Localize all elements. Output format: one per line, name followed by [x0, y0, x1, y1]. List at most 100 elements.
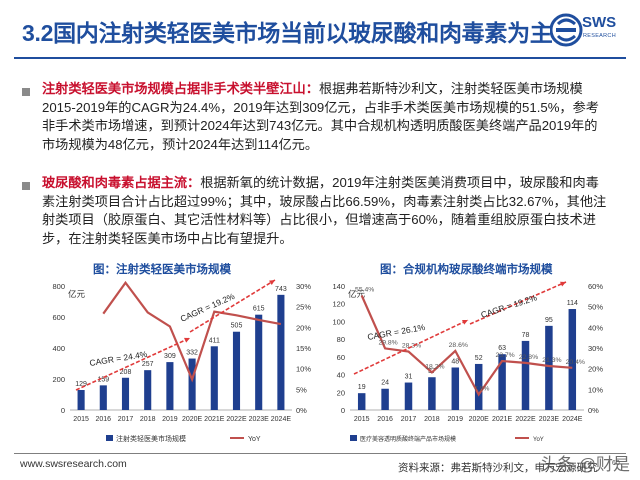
x-tick-label: 2023E — [249, 416, 270, 423]
y-right-tick-label: 5% — [296, 385, 307, 394]
bar-value-label: 114 — [567, 300, 578, 307]
bullet-paragraph-2: 玻尿酸和肉毒素占据主流：根据新氧的统计数据，2019年注射类医美消费项目中，玻尿… — [42, 174, 610, 248]
cagr-arrow-head-icon — [462, 319, 468, 325]
cagr-arrow-line — [189, 279, 276, 333]
yoy-value-label: 7.5% — [474, 386, 490, 393]
y-left-tick-label: 0 — [61, 406, 65, 415]
yoy-value-label: 21.3% — [542, 357, 561, 364]
bar — [404, 382, 413, 410]
yoy-value-label: 23.7% — [495, 352, 514, 359]
bar-value-label: 411 — [209, 337, 220, 344]
logo-text: SWS — [582, 14, 617, 31]
bar-value-label: 52 — [475, 355, 483, 362]
cagr-arrow-head-icon — [560, 281, 566, 287]
footer-divider — [14, 453, 626, 454]
bullet-paragraph-1: 注射类轻医美市场规模占据非手术类半壁江山：根据弗若斯特沙利文，注射类轻医美市场规… — [42, 80, 610, 154]
cagr-arrow-line — [469, 281, 567, 325]
watermark: 头条 @财是 — [540, 455, 630, 474]
legend-bar-swatch — [106, 435, 113, 441]
bar — [451, 367, 460, 410]
bullet-1-text: 根据弗若斯特沙利文，注射类轻医美市场规模2015-2019年的CAGR为24.4… — [42, 81, 599, 152]
x-tick-label: 2020E — [182, 416, 203, 423]
x-tick-label: 2018 — [424, 416, 440, 423]
bullet-2-highlight: 玻尿酸和肉毒素占据主流： — [42, 175, 201, 190]
bar — [474, 363, 483, 410]
x-tick-label: 2022E — [226, 416, 247, 423]
logo-mark-icon — [550, 13, 583, 47]
bar-value-label: 309 — [164, 353, 176, 360]
cagr-arrow-head-icon — [269, 280, 275, 286]
x-tick-label: 2020E — [469, 416, 490, 423]
x-tick-label: 2021E — [492, 416, 513, 423]
unit-label: 亿元 — [348, 289, 366, 299]
bullet-square-icon — [22, 88, 30, 96]
yoy-value-label: 20.4% — [566, 359, 585, 366]
bar-value-label: 159 — [97, 376, 109, 383]
bullet-square-icon — [22, 182, 30, 190]
bar — [99, 385, 107, 410]
x-tick-label: 2016 — [377, 416, 393, 423]
cagr-label: CAGR = 19.2% — [179, 291, 237, 324]
y-left-tick-label: 0 — [341, 406, 345, 415]
y-left-tick-label: 600 — [52, 313, 65, 322]
yoy-value-label: 55.4% — [355, 287, 374, 294]
bar — [144, 370, 152, 410]
chart-2-title: 图：合规机构玻尿酸终端市场规模 — [380, 264, 553, 276]
y-left-tick-label: 800 — [52, 282, 65, 291]
y-right-tick-label: 25% — [296, 303, 311, 312]
x-tick-label: 2015 — [354, 416, 370, 423]
legend-line-label: YoY — [248, 436, 261, 443]
cagr-arrow-line — [353, 319, 469, 375]
y-left-tick-label: 40 — [337, 371, 345, 380]
bar-value-label: 48 — [451, 358, 459, 365]
x-tick-label: 2017 — [401, 416, 417, 423]
y-right-tick-label: 40% — [588, 323, 603, 332]
y-left-tick-label: 80 — [337, 335, 345, 344]
page-title: 3.2国内注射类轻医美市场当前以玻尿酸和肉毒素为主 — [22, 20, 553, 46]
bar — [428, 377, 436, 410]
legend-line-label: YoY — [533, 437, 544, 443]
y-right-tick-label: 15% — [296, 344, 311, 353]
bar — [188, 358, 196, 410]
bar — [498, 354, 506, 410]
bar — [255, 314, 263, 410]
cagr-label: CAGR = 24.4% — [89, 349, 149, 368]
bar-value-label: 19 — [358, 384, 366, 391]
bar-value-label: 505 — [231, 323, 243, 330]
title-divider — [14, 57, 626, 59]
bar-value-label: 615 — [253, 306, 265, 313]
footer-url[interactable]: www.swsresearch.com — [20, 458, 127, 470]
cagr-label: CAGR = 19.2% — [480, 292, 539, 320]
y-right-tick-label: 0% — [296, 406, 307, 415]
bar-value-label: 24 — [381, 380, 389, 387]
yoy-line — [360, 295, 573, 397]
cagr-arrow-head-icon — [184, 337, 190, 343]
bar-value-label: 95 — [545, 317, 553, 324]
yoy-value-label: 18.2% — [425, 363, 444, 370]
x-tick-label: 2023E — [539, 416, 560, 423]
x-tick-label: 2019 — [448, 416, 464, 423]
yoy-value-label: 22.8% — [519, 354, 538, 361]
yoy-value-label: 28.6% — [449, 342, 468, 349]
y-right-tick-label: 20% — [588, 365, 603, 374]
bar — [381, 388, 389, 410]
yoy-value-label: 29.8% — [378, 339, 397, 346]
unit-label: 亿元 — [68, 289, 86, 299]
bar-value-label: 208 — [120, 369, 132, 376]
market-size-chart: 0 200 400 600 800 0% 5% 10% 15% 20% 25% 30% 亿元 129 201… — [52, 279, 311, 443]
y-right-tick-label: 20% — [296, 323, 311, 332]
y-right-tick-label: 30% — [588, 344, 603, 353]
yoy-line — [102, 280, 282, 383]
bar — [545, 325, 553, 410]
bullet-1-highlight: 注射类轻医美市场规模占据非手术类半壁江山： — [42, 81, 319, 96]
y-left-tick-label: 60 — [337, 353, 345, 362]
bar — [521, 340, 530, 410]
bar — [277, 294, 285, 410]
x-tick-label: 2016 — [96, 416, 112, 423]
x-tick-label: 2019 — [162, 416, 178, 423]
y-right-tick-label: 30% — [296, 282, 311, 291]
bar-value-label: 63 — [498, 345, 506, 352]
bar-value-label: 129 — [75, 381, 87, 388]
bar — [166, 362, 174, 410]
y-right-tick-label: 60% — [588, 282, 603, 291]
